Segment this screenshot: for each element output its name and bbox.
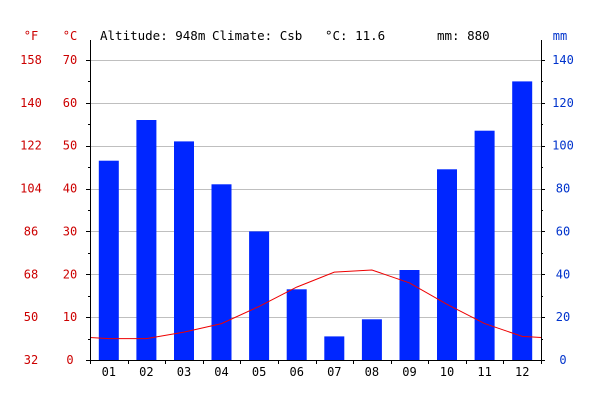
celsius-tick-label: 70 [63, 53, 77, 67]
millimeters-unit-label: mm [553, 29, 567, 43]
precipitation-bars [98, 81, 533, 361]
precip-tick-label: 100 [552, 139, 574, 153]
precipitation-bar [474, 130, 495, 360]
fahrenheit-tick-label: 104 [20, 182, 42, 196]
precip-tick-label: 80 [556, 182, 570, 196]
fahrenheit-tick-label: 140 [20, 96, 42, 110]
month-tick-label: 11 [477, 365, 491, 379]
precip-tick-label: 140 [552, 53, 574, 67]
month-tick-label: 06 [289, 365, 303, 379]
climate-label: Climate: Csb [212, 28, 302, 43]
precipitation-bar [136, 120, 157, 360]
month-tick-label: 12 [515, 365, 529, 379]
month-tick-label: 04 [214, 365, 228, 379]
fahrenheit-tick-label: 68 [24, 267, 38, 281]
gridlines [90, 60, 541, 318]
precip-tick-label: 20 [556, 310, 570, 324]
month-tick-label: 02 [139, 365, 153, 379]
mean-temperature-label: °C: 11.6 [325, 28, 385, 43]
precipitation-bar [399, 270, 420, 360]
precipitation-bar [324, 336, 345, 360]
precipitation-bar [512, 81, 533, 361]
temperature-line-group [89, 269, 542, 340]
fahrenheit-unit-label: °F [24, 29, 38, 43]
month-tick-label: 05 [252, 365, 266, 379]
celsius-tick-label: 0 [66, 353, 73, 367]
celsius-tick-label: 60 [63, 96, 77, 110]
precipitation-bar [249, 231, 270, 360]
celsius-unit-label: °C [63, 29, 77, 43]
month-tick-label: 01 [102, 365, 116, 379]
precip-tick-label: 60 [556, 224, 570, 238]
fahrenheit-tick-label: 50 [24, 310, 38, 324]
precip-tick-label: 120 [552, 96, 574, 110]
fahrenheit-tick-label: 122 [20, 139, 42, 153]
celsius-tick-label: 10 [63, 310, 77, 324]
precip-tick-label: 40 [556, 267, 570, 281]
month-tick-label: 10 [440, 365, 454, 379]
precipitation-bar [286, 289, 307, 360]
fahrenheit-tick-label: 86 [24, 224, 38, 238]
tick-labels: 0321050206830864010450122601407015802040… [20, 53, 574, 379]
celsius-tick-label: 30 [63, 224, 77, 238]
precipitation-bar [98, 160, 119, 360]
celsius-tick-label: 40 [63, 182, 77, 196]
month-tick-label: 03 [177, 365, 191, 379]
month-tick-label: 08 [365, 365, 379, 379]
temperature-line [89, 269, 542, 340]
precip-tick-label: 0 [559, 353, 566, 367]
fahrenheit-tick-label: 32 [24, 353, 38, 367]
fahrenheit-tick-label: 158 [20, 53, 42, 67]
month-tick-label: 07 [327, 365, 341, 379]
annual-precipitation-label: mm: 880 [437, 28, 490, 43]
celsius-tick-label: 20 [63, 267, 77, 281]
altitude-label: Altitude: 948m [100, 28, 205, 43]
precipitation-bar [211, 184, 232, 360]
celsius-tick-label: 50 [63, 139, 77, 153]
precipitation-bar [174, 141, 194, 360]
month-tick-label: 09 [402, 365, 416, 379]
precipitation-bar [437, 169, 457, 360]
precipitation-bar [361, 319, 382, 360]
axes [86, 40, 545, 364]
